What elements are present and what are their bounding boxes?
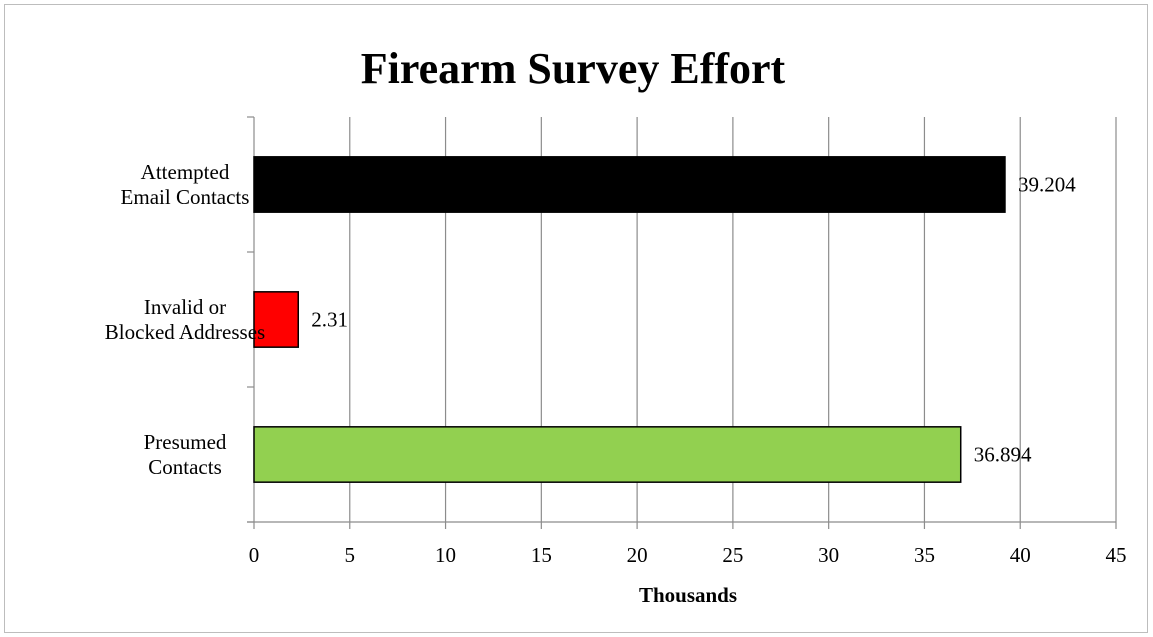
category-label-line: Contacts xyxy=(148,455,222,479)
x-tick-label: 45 xyxy=(1106,543,1127,567)
data-label: 36.894 xyxy=(974,443,1032,467)
category-label: Presumed Contacts xyxy=(144,430,227,479)
x-tick-label: 5 xyxy=(345,543,356,567)
chart-title: Firearm Survey Effort xyxy=(361,44,786,93)
x-tick-label: 20 xyxy=(627,543,648,567)
category-label-line: Email Contacts xyxy=(121,185,250,209)
x-tick-label: 0 xyxy=(249,543,260,567)
category-label: Attempted Email Contacts xyxy=(121,160,250,209)
x-axis-title: Thousands xyxy=(639,583,737,607)
bar xyxy=(253,291,299,348)
bar-layer xyxy=(253,156,1006,483)
x-tick-label: 40 xyxy=(1010,543,1031,567)
x-tick-label: 35 xyxy=(914,543,935,567)
chart-frame: Firearm Survey Effort 0 5 10 15 20 25 30 35 40 45… xyxy=(4,4,1148,633)
category-label-line: Blocked Addresses xyxy=(105,320,265,344)
data-label: 39.204 xyxy=(1018,173,1076,197)
x-tick-label: 30 xyxy=(818,543,839,567)
x-tick-label: 25 xyxy=(722,543,743,567)
category-label-line: Attempted xyxy=(141,160,230,184)
bar xyxy=(253,426,962,483)
x-tick-label: 10 xyxy=(435,543,456,567)
label-layer: 0 5 10 15 20 25 30 35 40 45 39.204 Attempted Email C… xyxy=(105,160,1127,567)
data-label: 2.31 xyxy=(311,308,348,332)
bar xyxy=(253,156,1006,213)
x-tick-label: 15 xyxy=(531,543,552,567)
category-label: Invalid or Blocked Addresses xyxy=(105,295,265,344)
category-label-line: Presumed xyxy=(144,430,227,454)
category-label-line: Invalid or xyxy=(144,295,226,319)
bar-chart: Firearm Survey Effort 0 5 10 15 20 25 30 35 40 45… xyxy=(105,44,1127,607)
